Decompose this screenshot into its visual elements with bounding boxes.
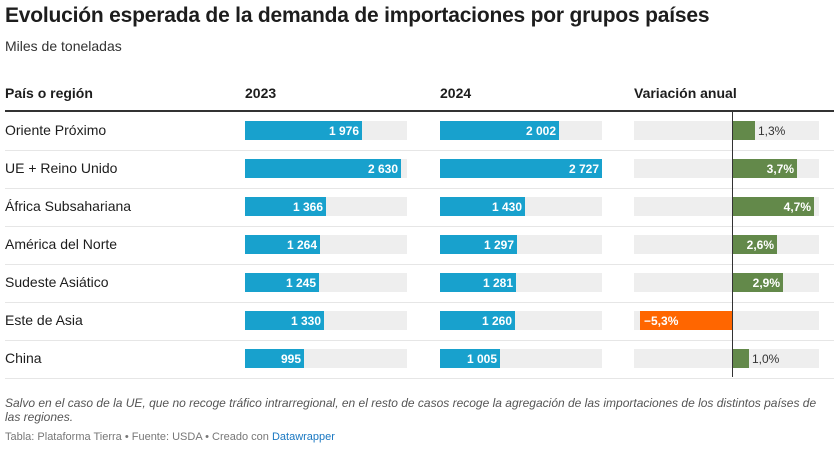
header-change: Variación anual <box>634 85 737 101</box>
bar-track-2023: 995 <box>245 349 407 368</box>
change-bar <box>732 121 755 140</box>
change-bar <box>732 197 814 216</box>
table-row: China 995 1 005 1,0% <box>5 340 834 379</box>
bar-2024 <box>440 235 517 254</box>
value-label-2024: 1 260 <box>481 314 512 328</box>
region-label: América del Norte <box>5 236 118 252</box>
change-bar <box>732 273 783 292</box>
change-label: 2,9% <box>752 276 780 290</box>
value-label-2024: 2 727 <box>568 162 599 176</box>
change-track: 4,7% <box>634 197 819 216</box>
change-bar <box>732 235 777 254</box>
table-row: Sudeste Asiático 1 245 1 281 2,9% <box>5 264 834 303</box>
change-bar <box>732 159 797 178</box>
bar-2023 <box>245 349 304 368</box>
datawrapper-link[interactable]: Datawrapper <box>271 431 335 443</box>
change-zero-line <box>732 112 733 377</box>
bar-track-2023: 1 976 <box>245 121 407 140</box>
region-label: Sudeste Asiático <box>5 274 109 290</box>
value-label-2023: 1 330 <box>290 314 321 328</box>
header-2023: 2023 <box>245 85 277 101</box>
bar-2024 <box>440 273 516 292</box>
bar-track-2024: 2 002 <box>440 121 602 140</box>
bar-2023 <box>245 159 401 178</box>
bar-track-2023: 1 330 <box>245 311 407 330</box>
bar-2023 <box>245 273 319 292</box>
bar-2023 <box>245 121 362 140</box>
footnote: Salvo en el caso de la UE, que no recoge… <box>5 396 817 424</box>
bar-track-2023: 1 264 <box>245 235 407 254</box>
region-label: Oriente Próximo <box>5 122 107 138</box>
change-track: 2,6% <box>634 235 819 254</box>
value-label-2023: 995 <box>280 352 301 366</box>
table-row: Oriente Próximo 1 976 2 002 1,3% <box>5 112 834 151</box>
value-label-2023: 2 630 <box>367 162 398 176</box>
bar-track-2023: 1 366 <box>245 197 407 216</box>
header-rule <box>5 110 834 112</box>
bar-2024 <box>440 159 602 178</box>
change-label: −5,3% <box>644 314 679 328</box>
region-label: África Subsahariana <box>5 198 132 214</box>
bar-track-2023: 1 245 <box>245 273 407 292</box>
table-row: África Subsahariana 1 366 1 430 4,7% <box>5 188 834 227</box>
change-track: 1,0% <box>634 349 819 368</box>
change-bar <box>640 311 732 330</box>
value-label-2023: 1 366 <box>292 200 323 214</box>
bar-track-2024: 1 430 <box>440 197 602 216</box>
value-label-2023: 1 264 <box>286 238 317 252</box>
bar-track-2023: 2 630 <box>245 159 407 178</box>
header-region: País o región <box>5 85 93 101</box>
bar-2024 <box>440 349 500 368</box>
value-label-2024: 1 005 <box>466 352 497 366</box>
table-row: Este de Asia 1 330 1 260 −5,3% <box>5 302 834 341</box>
change-track: 3,7% <box>634 159 819 178</box>
bar-track-2024: 1 297 <box>440 235 602 254</box>
change-track: 2,9% <box>634 273 819 292</box>
value-label-2023: 1 245 <box>285 276 316 290</box>
value-label-2024: 1 281 <box>482 276 513 290</box>
credits-text: Tabla: Plataforma Tierra • Fuente: USDA … <box>5 431 272 443</box>
bar-2024 <box>440 121 559 140</box>
change-label: 2,6% <box>746 238 774 252</box>
change-label: 1,3% <box>758 124 786 138</box>
bar-track-2024: 1 005 <box>440 349 602 368</box>
table-row: América del Norte 1 264 1 297 2,6% <box>5 226 834 265</box>
bar-2023 <box>245 311 324 330</box>
change-label: 4,7% <box>783 200 811 214</box>
bar-2023 <box>245 197 326 216</box>
value-label-2024: 1 430 <box>491 200 522 214</box>
bar-track-2024: 1 260 <box>440 311 602 330</box>
bar-2024 <box>440 311 515 330</box>
region-label: China <box>5 350 42 366</box>
value-label-2024: 2 002 <box>525 124 556 138</box>
region-label: UE + Reino Unido <box>5 160 118 176</box>
bar-track-2024: 2 727 <box>440 159 602 178</box>
header-2024: 2024 <box>440 85 472 101</box>
change-bar <box>732 349 749 368</box>
change-track: −5,3% <box>634 311 819 330</box>
table-row: UE + Reino Unido 2 630 2 727 3,7% <box>5 150 834 189</box>
change-label: 1,0% <box>752 352 780 366</box>
region-label: Este de Asia <box>5 312 83 328</box>
change-track: 1,3% <box>634 121 819 140</box>
value-label-2023: 1 976 <box>328 124 359 138</box>
chart-subtitle: Miles de toneladas <box>5 38 122 54</box>
value-label-2024: 1 297 <box>483 238 514 252</box>
bar-2023 <box>245 235 320 254</box>
credits: Tabla: Plataforma Tierra • Fuente: USDA … <box>5 431 335 443</box>
bar-2024 <box>440 197 525 216</box>
chart-title: Evolución esperada de la demanda de impo… <box>5 4 710 27</box>
bar-track-2024: 1 281 <box>440 273 602 292</box>
change-label: 3,7% <box>766 162 794 176</box>
